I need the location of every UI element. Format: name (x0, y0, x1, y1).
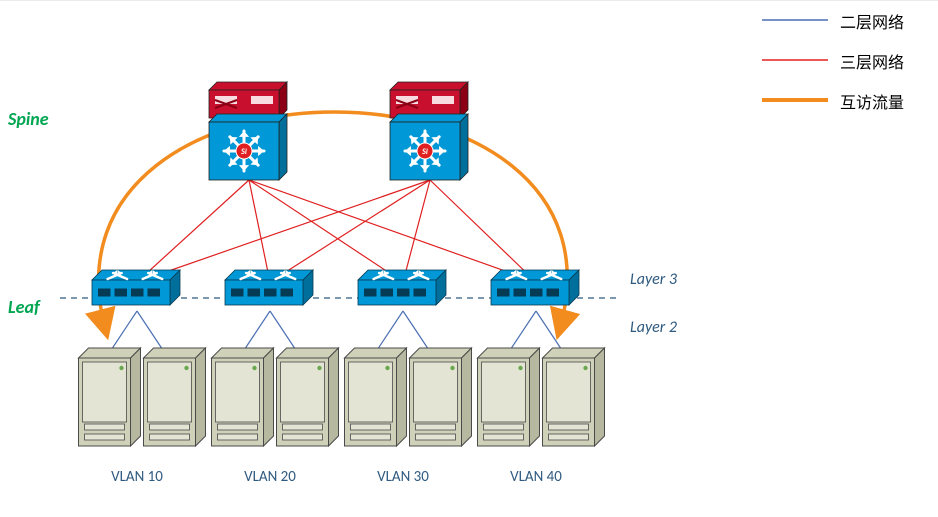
legend-label: 互访流量 (840, 89, 904, 113)
server (345, 348, 407, 446)
l3-link (249, 180, 270, 282)
server (410, 348, 472, 446)
leaf-label: Leaf (8, 296, 40, 318)
svg-text:Si: Si (421, 147, 428, 157)
spine-switch: Si (209, 82, 287, 180)
vlan-label: VLAN 10 (92, 468, 182, 486)
l3-link (249, 180, 536, 282)
legend-label: 二层网络 (840, 9, 904, 33)
server (277, 348, 339, 446)
svg-text:Si: Si (240, 147, 247, 157)
diagram-svg: Si Si (0, 0, 938, 517)
spine-switch: Si (390, 82, 468, 180)
vlan-label: VLAN 20 (225, 468, 315, 486)
leaf-switch (491, 270, 579, 305)
l3-link (137, 180, 249, 282)
layer3-label: Layer 3 (630, 270, 677, 289)
server (79, 348, 141, 446)
leaf-switch (225, 270, 313, 305)
server (478, 348, 540, 446)
server (212, 348, 274, 446)
vlan-label: VLAN 30 (358, 468, 448, 486)
l3-link (270, 180, 430, 282)
l3-link (137, 180, 430, 282)
spine-label: Spine (8, 108, 49, 130)
l3-link (430, 180, 536, 282)
l3-link (249, 180, 403, 282)
vlan-label: VLAN 40 (491, 468, 581, 486)
leaf-switch (358, 270, 446, 305)
layer2-label: Layer 2 (630, 318, 677, 337)
server (144, 348, 206, 446)
legend-label: 三层网络 (840, 49, 904, 73)
diagram-stage: Si Si Spine Leaf Layer 3 Layer 2 VLAN 10 VLAN … (0, 0, 938, 517)
server (543, 348, 605, 446)
leaf-switch (92, 270, 180, 305)
